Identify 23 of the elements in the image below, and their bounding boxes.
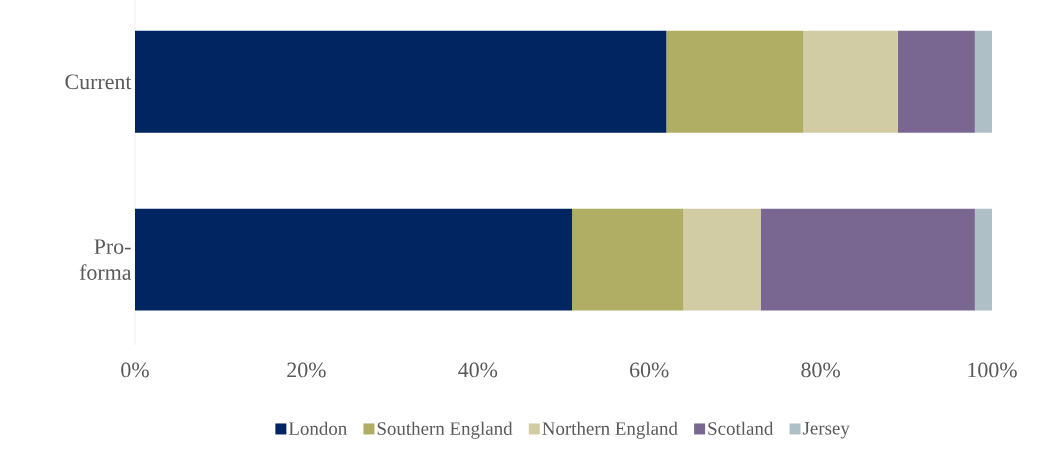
legend-label: Jersey bbox=[802, 422, 850, 439]
y-tick-label: Pro-forma bbox=[79, 239, 132, 280]
legend-label: Scotland bbox=[708, 421, 774, 435]
bar bbox=[666, 30, 804, 133]
y-tick-label: Current bbox=[65, 74, 132, 90]
bar bbox=[897, 30, 975, 133]
bar bbox=[572, 208, 684, 311]
x-tick-label: 100% bbox=[968, 362, 1017, 378]
legend-label: London bbox=[288, 421, 347, 435]
x-tick-label: 40% bbox=[458, 362, 498, 378]
bar bbox=[683, 208, 761, 311]
legend-label: Northern England bbox=[542, 421, 678, 439]
bar bbox=[974, 30, 993, 133]
legend-label: Southern England bbox=[377, 421, 513, 439]
bar bbox=[135, 208, 573, 311]
x-tick-label: 80% bbox=[801, 362, 840, 378]
bar bbox=[974, 208, 993, 311]
bar bbox=[135, 30, 667, 133]
bar bbox=[760, 208, 975, 311]
x-tick-label: 0% bbox=[121, 362, 149, 378]
x-tick-label: 20% bbox=[287, 362, 326, 378]
x-tick-label: 60% bbox=[630, 362, 669, 378]
bar bbox=[803, 30, 898, 133]
